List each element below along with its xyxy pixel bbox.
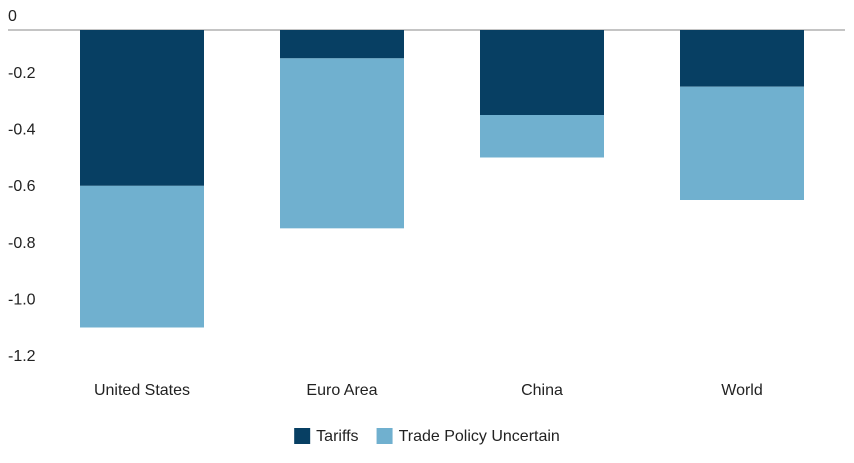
bar-segment xyxy=(480,30,604,115)
legend-swatch xyxy=(376,428,393,444)
y-tick-label: 0 xyxy=(8,8,17,25)
bar-segment xyxy=(80,185,204,328)
y-tick-label: -0.8 xyxy=(8,235,36,252)
x-tick-label: China xyxy=(521,382,563,399)
bar-segment xyxy=(680,86,804,200)
x-tick-label: World xyxy=(721,382,763,399)
bar-segment xyxy=(680,30,804,87)
legend-swatch xyxy=(294,428,311,444)
y-tick-label: -1.0 xyxy=(8,292,36,309)
bar-segment xyxy=(80,30,204,186)
legend-label: Tariffs xyxy=(316,428,358,445)
y-tick-label: -0.6 xyxy=(8,178,36,195)
x-tick-label: United States xyxy=(94,382,190,399)
legend-label: Trade Policy Uncertain xyxy=(399,428,560,445)
x-tick-label: Euro Area xyxy=(306,382,377,399)
bar-segment xyxy=(480,115,604,158)
y-tick-label: -1.2 xyxy=(8,348,36,365)
bar-segment xyxy=(280,30,404,59)
y-tick-label: -0.2 xyxy=(8,65,36,82)
y-tick-label: -0.4 xyxy=(8,122,36,139)
bar-segment xyxy=(280,58,404,229)
